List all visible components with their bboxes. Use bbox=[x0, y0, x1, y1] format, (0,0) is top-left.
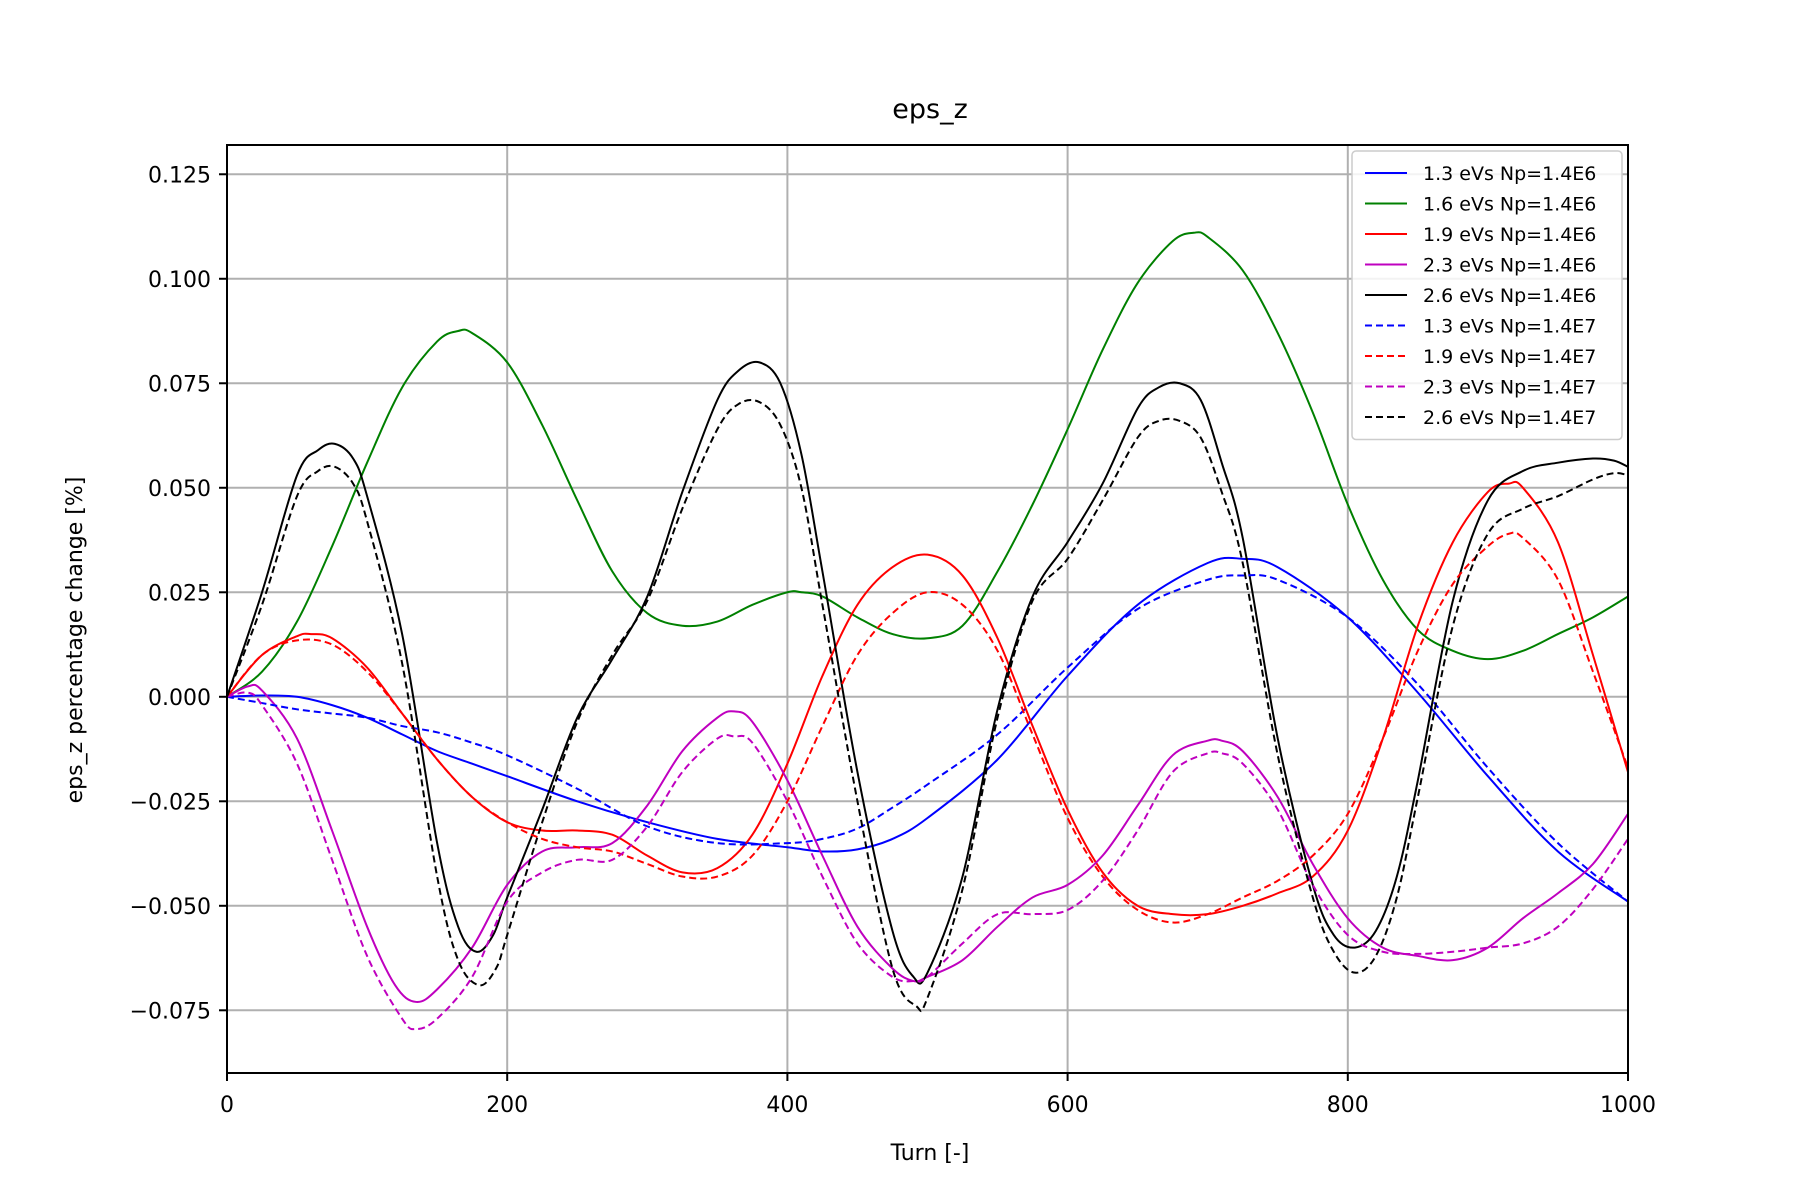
legend-entry-label: 1.9 eVs Np=1.4E6 bbox=[1423, 224, 1596, 246]
legend-entry-label: 1.6 eVs Np=1.4E6 bbox=[1423, 194, 1596, 216]
series-line-5 bbox=[226, 360, 1629, 985]
series-line-9 bbox=[226, 399, 1629, 1013]
y-tick-label: −0.075 bbox=[130, 999, 211, 1024]
series-line-7 bbox=[226, 531, 1629, 924]
legend-entry-label: 2.6 eVs Np=1.4E6 bbox=[1423, 285, 1596, 307]
y-tick-label: 0.025 bbox=[148, 581, 211, 606]
x-tick-label: 800 bbox=[1327, 1093, 1369, 1118]
legend-entry-label: 1.9 eVs Np=1.4E7 bbox=[1423, 346, 1596, 368]
y-tick-label: 0.000 bbox=[148, 686, 211, 711]
legend-entry-label: 2.3 eVs Np=1.4E6 bbox=[1423, 255, 1596, 277]
x-tick-label: 0 bbox=[220, 1093, 234, 1118]
legend-entry-label: 2.6 eVs Np=1.4E7 bbox=[1423, 407, 1596, 429]
chart-title: eps_z bbox=[892, 94, 968, 125]
x-tick-label: 200 bbox=[486, 1093, 528, 1118]
series-line-8 bbox=[226, 691, 1629, 1031]
grid-lines bbox=[226, 145, 1629, 1073]
legend-entry-label: 1.3 eVs Np=1.4E6 bbox=[1423, 163, 1596, 185]
y-tick-label: 0.050 bbox=[148, 477, 211, 502]
x-axis-label: Turn [-] bbox=[890, 1141, 970, 1166]
y-axis-label: eps_z percentage change [%] bbox=[63, 477, 88, 804]
x-tick-label: 1000 bbox=[1600, 1093, 1656, 1118]
series-line-3 bbox=[226, 480, 1629, 917]
y-tick-label: 0.125 bbox=[148, 163, 211, 188]
legend-box bbox=[1351, 150, 1623, 441]
x-tick-label: 600 bbox=[1047, 1093, 1089, 1118]
axis-ticks: 0 200 400 600 800 1000 −0.075 −0.050 −0.025 0.000… bbox=[130, 163, 1656, 1118]
legend-entry-label: 1.3 eVs Np=1.4E7 bbox=[1423, 316, 1596, 338]
y-tick-label: 0.100 bbox=[148, 268, 211, 293]
x-tick-label: 400 bbox=[766, 1093, 808, 1118]
y-tick-label: −0.050 bbox=[130, 895, 211, 920]
plot-area-frame bbox=[226, 144, 1629, 1074]
y-tick-label: 0.075 bbox=[148, 372, 211, 397]
series-line-4 bbox=[226, 683, 1629, 1003]
series-layer bbox=[226, 231, 1629, 1031]
legend: 1.3 eVs Np=1.4E6 1.6 eVs Np=1.4E6 1.9 eVs … bbox=[1351, 150, 1623, 441]
legend-entry-label: 2.3 eVs Np=1.4E7 bbox=[1423, 377, 1596, 399]
series-line-2 bbox=[226, 231, 1629, 698]
y-tick-label: −0.025 bbox=[130, 790, 211, 815]
